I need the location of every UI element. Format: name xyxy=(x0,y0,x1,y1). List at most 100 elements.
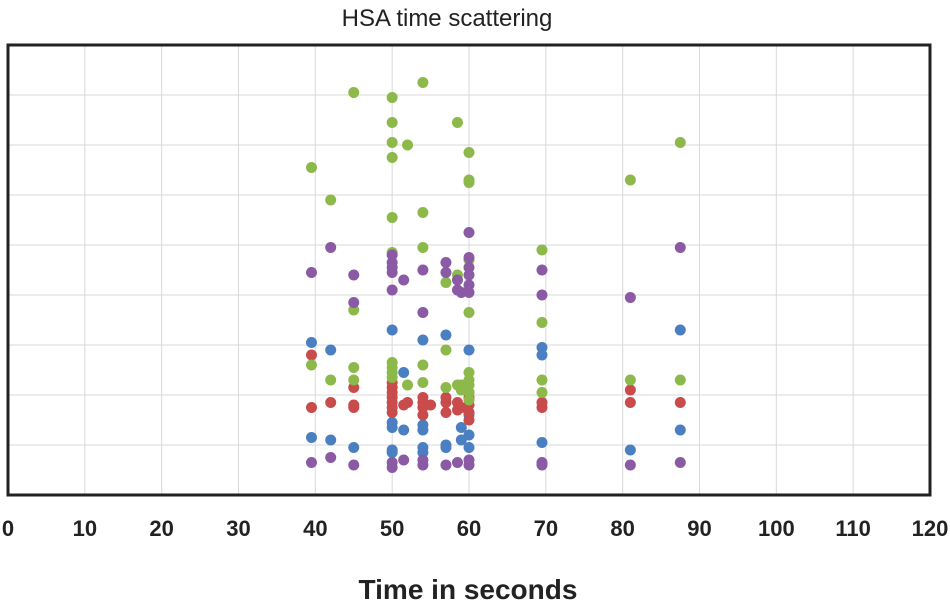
red-data-point xyxy=(624,384,636,396)
green-data-point xyxy=(325,194,337,206)
purple-data-point xyxy=(348,459,360,471)
x-tick-label: 60 xyxy=(457,516,481,541)
green-data-point xyxy=(348,374,360,386)
green-data-point xyxy=(402,379,414,391)
green-data-point xyxy=(386,117,398,128)
x-axis-label: Time in seconds xyxy=(359,574,578,605)
green-data-point xyxy=(440,344,452,356)
purple-data-point xyxy=(398,454,410,466)
green-data-point xyxy=(536,387,548,398)
red-data-point xyxy=(440,392,452,403)
green-data-point xyxy=(417,359,429,371)
green-data-point xyxy=(417,77,429,88)
blue-data-point xyxy=(325,434,337,446)
green-data-point xyxy=(305,359,317,371)
purple-data-point xyxy=(463,269,475,281)
purple-data-point xyxy=(386,457,398,468)
plot-frame xyxy=(6,43,932,497)
x-tick-label: 80 xyxy=(610,516,634,541)
green-data-point xyxy=(386,372,398,383)
green-data-point xyxy=(440,382,452,393)
blue-data-point xyxy=(624,444,636,456)
purple-data-point xyxy=(463,454,475,466)
purple-data-point xyxy=(536,264,548,276)
purple-data-point xyxy=(463,227,475,238)
purple-data-point xyxy=(348,269,360,281)
green-data-point xyxy=(536,244,548,256)
blue-data-point xyxy=(386,324,398,336)
green-data-point xyxy=(624,374,636,386)
blue-data-point xyxy=(305,337,317,348)
green-data-point xyxy=(451,117,463,128)
blue-data-point xyxy=(463,344,475,356)
purple-data-point xyxy=(417,307,429,318)
blue-data-point xyxy=(417,334,429,346)
red-data-point xyxy=(325,397,337,408)
data-points xyxy=(305,77,686,473)
green-data-point xyxy=(325,374,337,386)
x-tick-label: 110 xyxy=(835,516,871,541)
blue-data-point xyxy=(348,442,360,453)
x-axis-ticks: 0 10 20 30 40 50 60 70 80 90 100 110 120 xyxy=(2,516,948,541)
purple-data-point xyxy=(325,452,337,463)
x-tick-label: 10 xyxy=(73,516,97,541)
green-data-point xyxy=(386,212,398,223)
green-data-point xyxy=(386,92,398,103)
purple-data-point xyxy=(348,297,360,308)
green-data-point xyxy=(536,374,548,386)
red-data-point xyxy=(536,397,548,408)
red-data-point xyxy=(417,392,429,403)
blue-data-point xyxy=(386,422,398,433)
green-data-point xyxy=(417,207,429,218)
blue-data-point xyxy=(440,329,452,341)
green-data-point xyxy=(348,362,360,373)
x-tick-label: 30 xyxy=(226,516,250,541)
purple-data-point xyxy=(463,287,475,298)
red-data-point xyxy=(440,407,452,418)
green-data-point xyxy=(463,307,475,318)
purple-data-point xyxy=(305,457,317,468)
blue-data-point xyxy=(398,367,410,378)
blue-data-point xyxy=(674,424,686,436)
x-tick-label: 70 xyxy=(534,516,558,541)
x-tick-label: 0 xyxy=(2,516,14,541)
green-data-point xyxy=(674,374,686,386)
blue-data-point xyxy=(386,444,398,456)
x-tick-label: 50 xyxy=(380,516,404,541)
purple-data-point xyxy=(536,457,548,468)
green-data-point xyxy=(463,147,475,158)
purple-data-point xyxy=(440,257,452,268)
blue-data-point xyxy=(417,424,429,436)
red-data-point xyxy=(348,399,360,411)
green-data-point xyxy=(402,139,414,151)
red-data-point xyxy=(674,397,686,408)
x-tick-label: 90 xyxy=(687,516,711,541)
purple-data-point xyxy=(536,289,548,301)
green-data-point xyxy=(536,317,548,328)
green-data-point xyxy=(624,174,636,186)
red-data-point xyxy=(624,397,636,408)
blue-data-point xyxy=(325,344,337,356)
green-data-point xyxy=(417,242,429,253)
purple-data-point xyxy=(440,267,452,278)
red-data-point xyxy=(402,397,414,408)
green-data-point xyxy=(451,379,463,391)
x-tick-label: 40 xyxy=(303,516,327,541)
green-data-point xyxy=(674,137,686,148)
blue-data-point xyxy=(455,422,467,433)
chart-title: HSA time scattering xyxy=(342,5,553,32)
blue-data-point xyxy=(536,437,548,448)
x-tick-label: 20 xyxy=(149,516,173,541)
red-data-point xyxy=(425,399,437,411)
purple-data-point xyxy=(417,454,429,466)
x-tick-label: 120 xyxy=(912,516,949,541)
green-data-point xyxy=(463,177,475,188)
red-data-point xyxy=(305,402,317,413)
blue-data-point xyxy=(536,349,548,361)
purple-data-point xyxy=(624,459,636,471)
purple-data-point xyxy=(451,457,463,468)
green-data-point xyxy=(463,394,475,406)
purple-data-point xyxy=(386,267,398,278)
blue-data-point xyxy=(463,442,475,453)
